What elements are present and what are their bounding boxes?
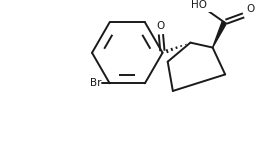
Polygon shape	[213, 21, 227, 48]
Text: HO: HO	[191, 0, 207, 10]
Text: O: O	[246, 4, 254, 14]
Text: O: O	[157, 21, 165, 31]
Text: Br: Br	[90, 78, 101, 88]
